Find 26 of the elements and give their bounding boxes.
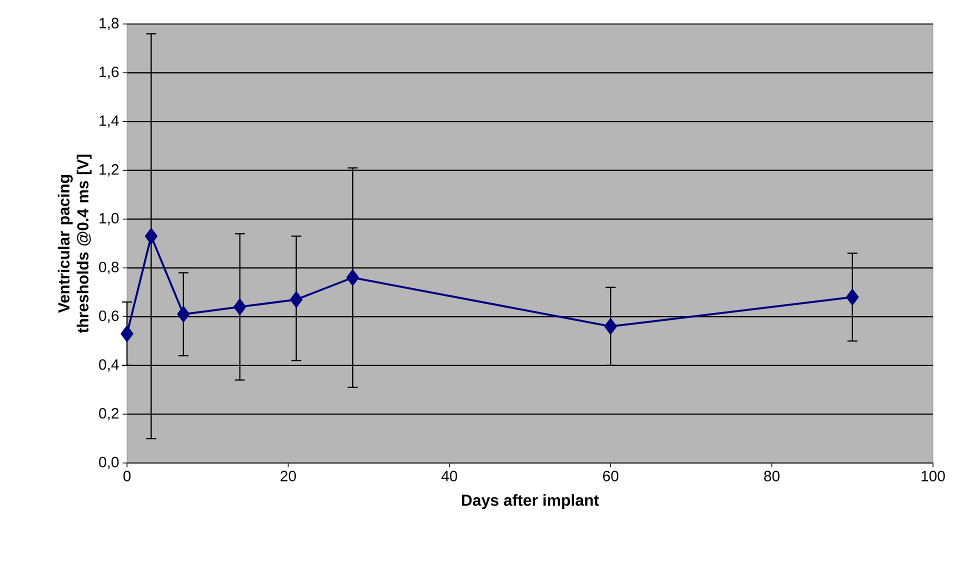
point bbox=[234, 298, 246, 315]
y-tick-label: 1,6 bbox=[100, 66, 119, 79]
y-tick-label: 1,2 bbox=[100, 164, 118, 176]
x-tick-label: 20 bbox=[280, 470, 296, 482]
y-axis-title: Ventricular pacing thresholds @0.4 ms [V] bbox=[58, 154, 92, 334]
y-tick-label: 1,4 bbox=[100, 115, 119, 128]
point bbox=[604, 318, 617, 334]
x-tick-label: 0 bbox=[123, 470, 131, 482]
x-axis-title: Days after implant bbox=[462, 494, 599, 510]
point bbox=[120, 326, 134, 342]
point bbox=[144, 228, 158, 244]
y-tick-label: 0,2 bbox=[99, 408, 118, 420]
y-tick-label: 1,0 bbox=[100, 212, 119, 226]
point bbox=[346, 270, 359, 286]
x-tick-label: 40 bbox=[441, 470, 458, 482]
point bbox=[177, 306, 190, 322]
y-tick-label: 0,6 bbox=[99, 310, 119, 323]
point bbox=[290, 292, 303, 308]
y-tick-label: 0,4 bbox=[99, 359, 119, 372]
point bbox=[846, 289, 859, 306]
x-tick-label: 100 bbox=[922, 470, 945, 482]
y-tick-label: 0,0 bbox=[99, 456, 119, 470]
y-tick-label: 0,8 bbox=[99, 262, 119, 274]
x-tick-label: 60 bbox=[603, 470, 618, 482]
x-tick-label: 80 bbox=[764, 470, 780, 482]
y-tick-label: 1,8 bbox=[100, 18, 119, 30]
